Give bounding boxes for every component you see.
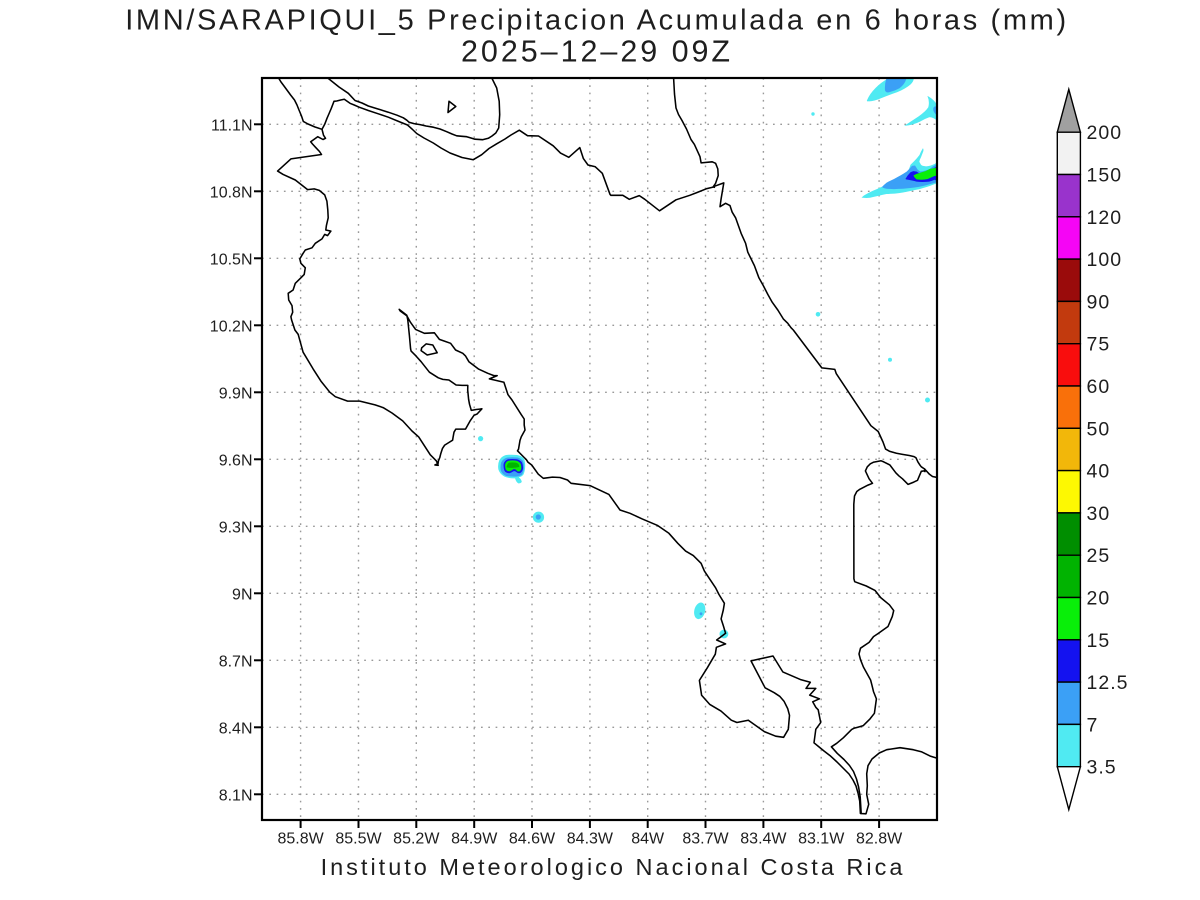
svg-text:84W: 84W xyxy=(631,831,665,848)
svg-text:15: 15 xyxy=(1087,630,1111,652)
svg-text:20: 20 xyxy=(1087,588,1111,610)
svg-text:83.1W: 83.1W xyxy=(798,831,845,848)
svg-text:30: 30 xyxy=(1087,503,1111,525)
svg-text:90: 90 xyxy=(1087,291,1111,313)
svg-text:75: 75 xyxy=(1087,334,1111,356)
svg-text:60: 60 xyxy=(1087,376,1111,398)
svg-text:84.3W: 84.3W xyxy=(567,831,614,848)
svg-text:9N: 9N xyxy=(232,586,252,603)
svg-text:Instituto Meteorologico Nacion: Instituto Meteorologico Nacional Costa R… xyxy=(321,854,906,880)
svg-text:82.8W: 82.8W xyxy=(856,831,903,848)
svg-text:IMN/SARAPIQUI_5 Precipitacion: IMN/SARAPIQUI_5 Precipitacion Acumulada … xyxy=(125,5,1069,37)
svg-text:9.3N: 9.3N xyxy=(219,519,253,536)
svg-text:7: 7 xyxy=(1087,714,1099,736)
svg-text:120: 120 xyxy=(1087,207,1123,229)
svg-text:50: 50 xyxy=(1087,418,1111,440)
svg-text:85.2W: 85.2W xyxy=(393,831,440,848)
svg-text:10.8N: 10.8N xyxy=(210,184,253,201)
svg-text:8.1N: 8.1N xyxy=(219,787,253,804)
svg-text:25: 25 xyxy=(1087,545,1111,567)
svg-text:2025–12–29 09Z: 2025–12–29 09Z xyxy=(461,35,733,69)
svg-text:8.7N: 8.7N xyxy=(219,653,253,670)
svg-text:83.4W: 83.4W xyxy=(740,831,787,848)
svg-text:100: 100 xyxy=(1087,249,1123,271)
svg-text:40: 40 xyxy=(1087,461,1111,483)
svg-text:200: 200 xyxy=(1087,122,1123,144)
svg-text:83.7W: 83.7W xyxy=(682,831,729,848)
svg-text:85.8W: 85.8W xyxy=(277,831,324,848)
svg-text:10.5N: 10.5N xyxy=(210,251,253,268)
svg-text:85.5W: 85.5W xyxy=(335,831,382,848)
svg-text:8.4N: 8.4N xyxy=(219,720,253,737)
svg-text:9.6N: 9.6N xyxy=(219,452,253,469)
svg-text:11.1N: 11.1N xyxy=(211,117,253,134)
svg-text:12.5: 12.5 xyxy=(1087,672,1129,694)
svg-text:84.9W: 84.9W xyxy=(451,831,498,848)
svg-text:84.6W: 84.6W xyxy=(509,831,556,848)
svg-text:9.9N: 9.9N xyxy=(219,385,253,402)
svg-text:3.5: 3.5 xyxy=(1087,757,1117,779)
svg-text:10.2N: 10.2N xyxy=(210,318,253,335)
svg-text:150: 150 xyxy=(1087,165,1123,187)
